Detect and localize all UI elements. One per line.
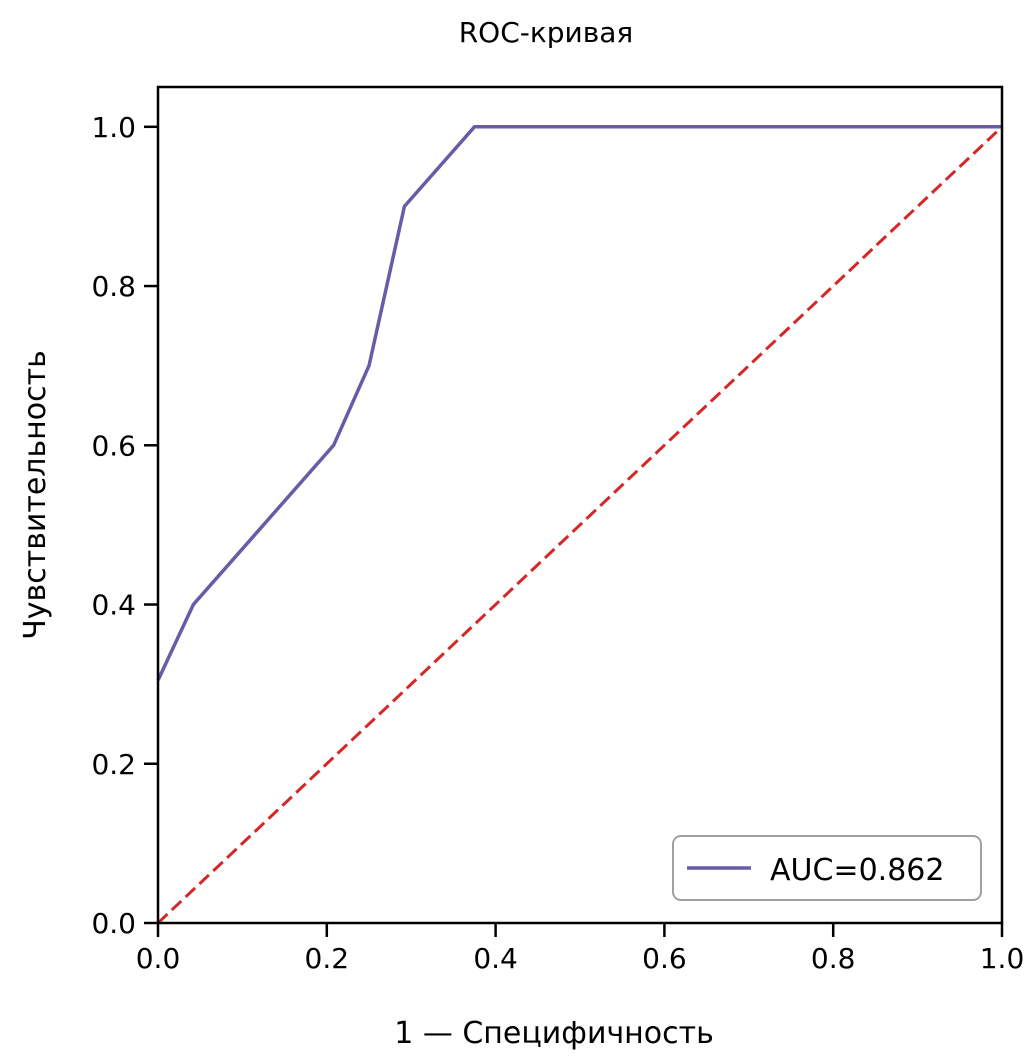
x-tick-label: 0.8 bbox=[811, 942, 856, 975]
axes-frame bbox=[156, 85, 1004, 925]
y-tick-label: 0.6 bbox=[91, 429, 136, 462]
x-axis-label: 1 — Специфичность bbox=[394, 1016, 714, 1051]
chance-diagonal-line bbox=[156, 125, 1004, 925]
roc-curve-line bbox=[156, 125, 1002, 681]
x-tick-label: 0.0 bbox=[136, 942, 181, 975]
legend-label: AUC=0.862 bbox=[770, 853, 944, 888]
ticks: 0.0 0.2 0.4 0.6 0.8 1.0 0.0 0.2 0.4 0.6 0.8 1.0 bbox=[91, 111, 1024, 975]
x-tick-label: 0.4 bbox=[473, 942, 518, 975]
y-axis-label: Чувствительность bbox=[18, 350, 53, 640]
y-tick-label: 1.0 bbox=[91, 111, 136, 144]
y-tick-label: 0.0 bbox=[91, 907, 136, 940]
legend-box bbox=[672, 835, 982, 901]
x-tick-label: 0.6 bbox=[642, 942, 687, 975]
y-tick-label: 0.8 bbox=[91, 270, 136, 303]
x-tick-label: 1.0 bbox=[980, 942, 1025, 975]
plot-area bbox=[156, 125, 1004, 925]
y-tick-label: 0.2 bbox=[91, 748, 136, 781]
legend: AUC=0.862 bbox=[672, 835, 982, 901]
y-tick-label: 0.4 bbox=[91, 589, 136, 622]
chart-title: ROC-кривая bbox=[459, 16, 634, 49]
x-tick-label: 0.2 bbox=[305, 942, 350, 975]
